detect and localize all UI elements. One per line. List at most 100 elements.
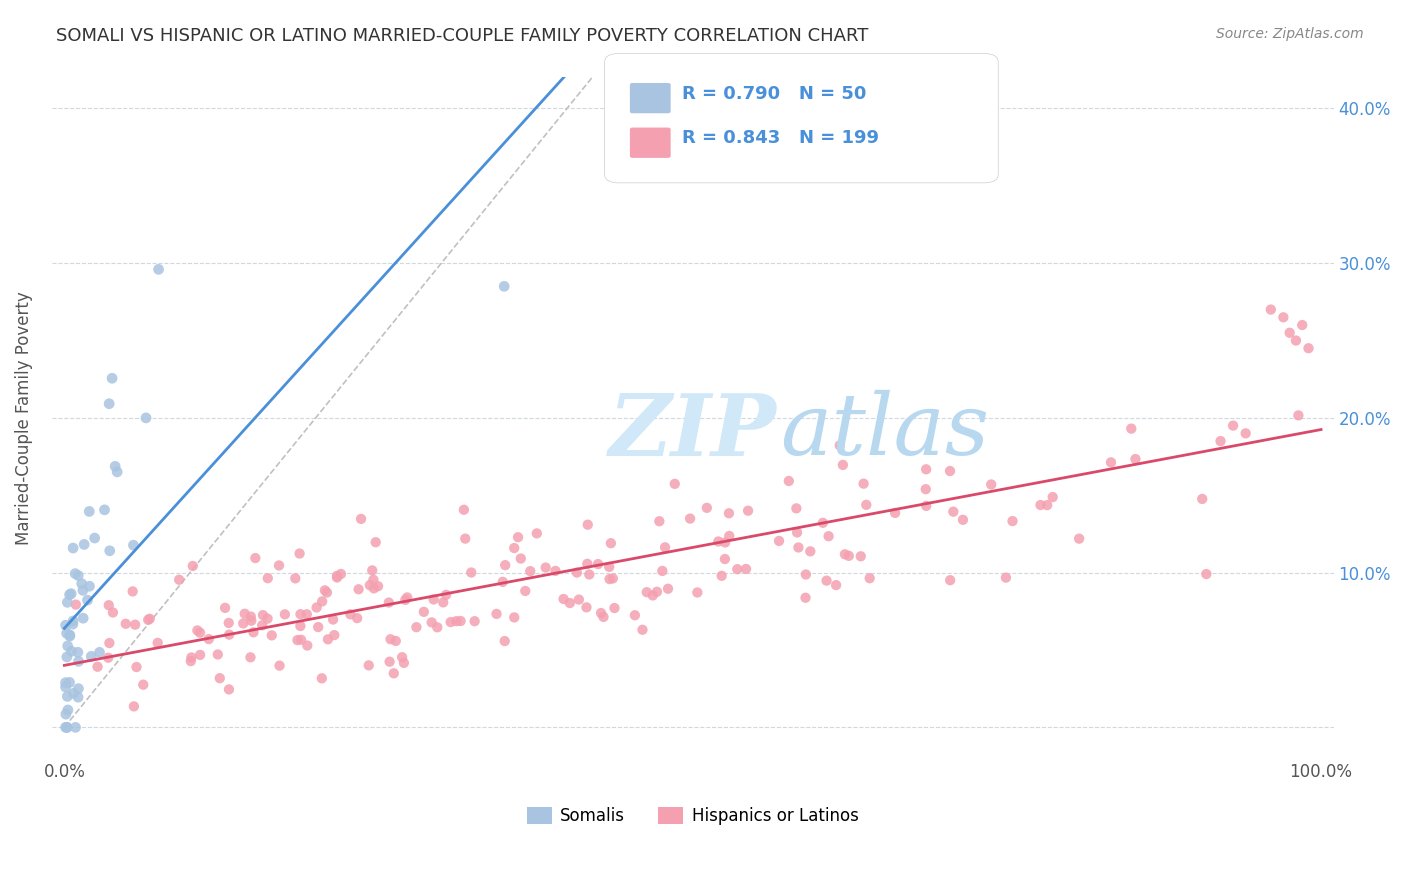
Point [799, 544, 821, 558]
Point [939, 573, 962, 587]
Point [725, 562, 748, 576]
Point [380, 632, 402, 647]
Point [181, 558, 204, 573]
Point [396, 591, 419, 605]
Point [67, 568, 90, 582]
Point [367, 579, 389, 593]
Point [405, 620, 427, 634]
Point [1222, 418, 1244, 433]
Point [624, 608, 647, 623]
Point [124, 617, 146, 632]
Point [316, 632, 339, 647]
Point [828, 438, 851, 452]
Point [378, 596, 401, 610]
Text: ZIP: ZIP [609, 390, 776, 474]
Point [62, 541, 84, 555]
Point [382, 666, 405, 681]
Point [980, 477, 1002, 491]
Point [76, 593, 98, 607]
Point [544, 564, 567, 578]
Point [363, 582, 385, 596]
Point [603, 601, 626, 615]
Text: Source: ZipAtlas.com: Source: ZipAtlas.com [1216, 27, 1364, 41]
Point [565, 566, 588, 580]
Point [1298, 341, 1320, 355]
Point [256, 571, 278, 585]
Point [576, 557, 599, 571]
Point [180, 654, 202, 668]
Point [56, 595, 79, 609]
Point [648, 514, 671, 528]
Point [785, 501, 807, 516]
Point [717, 506, 740, 520]
Point [786, 525, 808, 540]
Point [515, 584, 537, 599]
Point [122, 538, 145, 552]
Point [80, 649, 103, 664]
Point [1272, 310, 1295, 325]
Point [307, 620, 329, 634]
Point [284, 571, 307, 585]
Point [89, 645, 111, 659]
Point [426, 620, 449, 634]
Point [66, 645, 89, 659]
Point [290, 632, 312, 647]
Point [135, 410, 157, 425]
Point [122, 699, 145, 714]
Point [651, 564, 673, 578]
Point [55, 626, 77, 640]
Point [657, 582, 679, 596]
Point [664, 476, 686, 491]
Point [56, 720, 79, 734]
Point [136, 613, 159, 627]
Point [575, 600, 598, 615]
Point [838, 549, 860, 563]
Point [59, 628, 82, 642]
Point [305, 600, 328, 615]
Point [952, 513, 974, 527]
Point [98, 397, 121, 411]
Point [884, 506, 907, 520]
Point [453, 502, 475, 516]
Point [636, 585, 658, 599]
Point [855, 498, 877, 512]
Point [363, 573, 385, 587]
Point [290, 619, 312, 633]
Point [55, 707, 77, 722]
Point [914, 482, 936, 496]
Point [311, 671, 333, 685]
Point [242, 625, 264, 640]
Point [346, 611, 368, 625]
Point [62, 617, 84, 632]
Point [339, 607, 361, 622]
Point [218, 627, 240, 641]
Point [1195, 567, 1218, 582]
Point [794, 591, 817, 605]
Point [79, 579, 101, 593]
Point [460, 566, 482, 580]
Point [598, 560, 620, 574]
Point [233, 607, 256, 621]
Point [207, 648, 229, 662]
Point [239, 650, 262, 665]
Point [97, 650, 120, 665]
Point [67, 654, 90, 668]
Point [167, 573, 190, 587]
Y-axis label: Married-Couple Family Poverty: Married-Couple Family Poverty [15, 291, 32, 545]
Point [503, 610, 526, 624]
Point [138, 612, 160, 626]
Point [208, 671, 231, 685]
Point [849, 549, 872, 564]
Point [1001, 514, 1024, 528]
Point [494, 558, 516, 573]
Point [825, 578, 848, 592]
Point [55, 618, 77, 632]
Point [101, 371, 124, 385]
Point [198, 632, 221, 646]
Point [56, 703, 79, 717]
Point [56, 639, 79, 653]
Point [494, 279, 516, 293]
Point [72, 611, 94, 625]
Point [62, 686, 84, 700]
Point [586, 557, 609, 571]
